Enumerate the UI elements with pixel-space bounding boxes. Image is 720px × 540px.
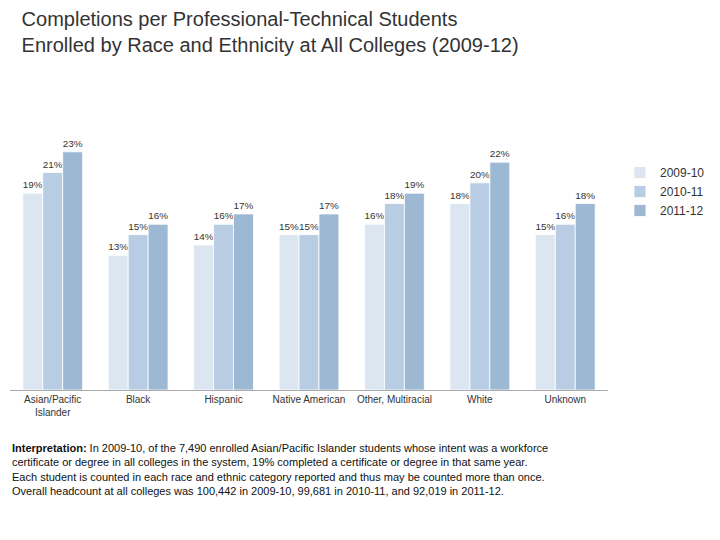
svg-text:Native American: Native American — [273, 394, 346, 405]
svg-text:15%: 15% — [279, 221, 299, 232]
svg-text:18%: 18% — [450, 190, 470, 201]
svg-text:Unknown: Unknown — [544, 394, 586, 405]
svg-text:White: White — [467, 394, 493, 405]
svg-text:Black: Black — [126, 394, 151, 405]
svg-text:16%: 16% — [214, 210, 234, 221]
svg-text:13%: 13% — [108, 241, 128, 252]
svg-text:Interpretation: In 2009-10, of: Interpretation: In 2009-10, of the 7,490… — [12, 442, 548, 497]
svg-text:15%: 15% — [128, 221, 148, 232]
svg-text:20%: 20% — [470, 169, 490, 180]
svg-text:19%: 19% — [23, 179, 43, 190]
svg-text:21%: 21% — [43, 159, 63, 170]
svg-text:15%: 15% — [299, 221, 319, 232]
svg-text:2010-11: 2010-11 — [660, 185, 703, 199]
svg-text:17%: 17% — [319, 200, 339, 211]
svg-text:16%: 16% — [365, 210, 385, 221]
svg-text:Completions per Professional-T: Completions per Professional-Technical S… — [22, 8, 519, 56]
svg-text:Asian/PacificIslander: Asian/PacificIslander — [24, 394, 81, 418]
svg-text:Hispanic: Hispanic — [204, 394, 242, 405]
svg-text:17%: 17% — [234, 200, 254, 211]
svg-text:19%: 19% — [404, 179, 424, 190]
svg-text:Other, Multiracial: Other, Multiracial — [357, 394, 432, 405]
svg-text:14%: 14% — [194, 231, 214, 242]
svg-text:22%: 22% — [490, 148, 510, 159]
svg-text:18%: 18% — [575, 190, 595, 201]
svg-text:18%: 18% — [384, 190, 404, 201]
svg-text:2011-12: 2011-12 — [660, 204, 703, 218]
svg-text:23%: 23% — [63, 138, 83, 149]
svg-text:2009-10: 2009-10 — [660, 166, 704, 180]
svg-text:16%: 16% — [148, 210, 168, 221]
svg-text:16%: 16% — [555, 210, 575, 221]
svg-text:15%: 15% — [535, 221, 555, 232]
